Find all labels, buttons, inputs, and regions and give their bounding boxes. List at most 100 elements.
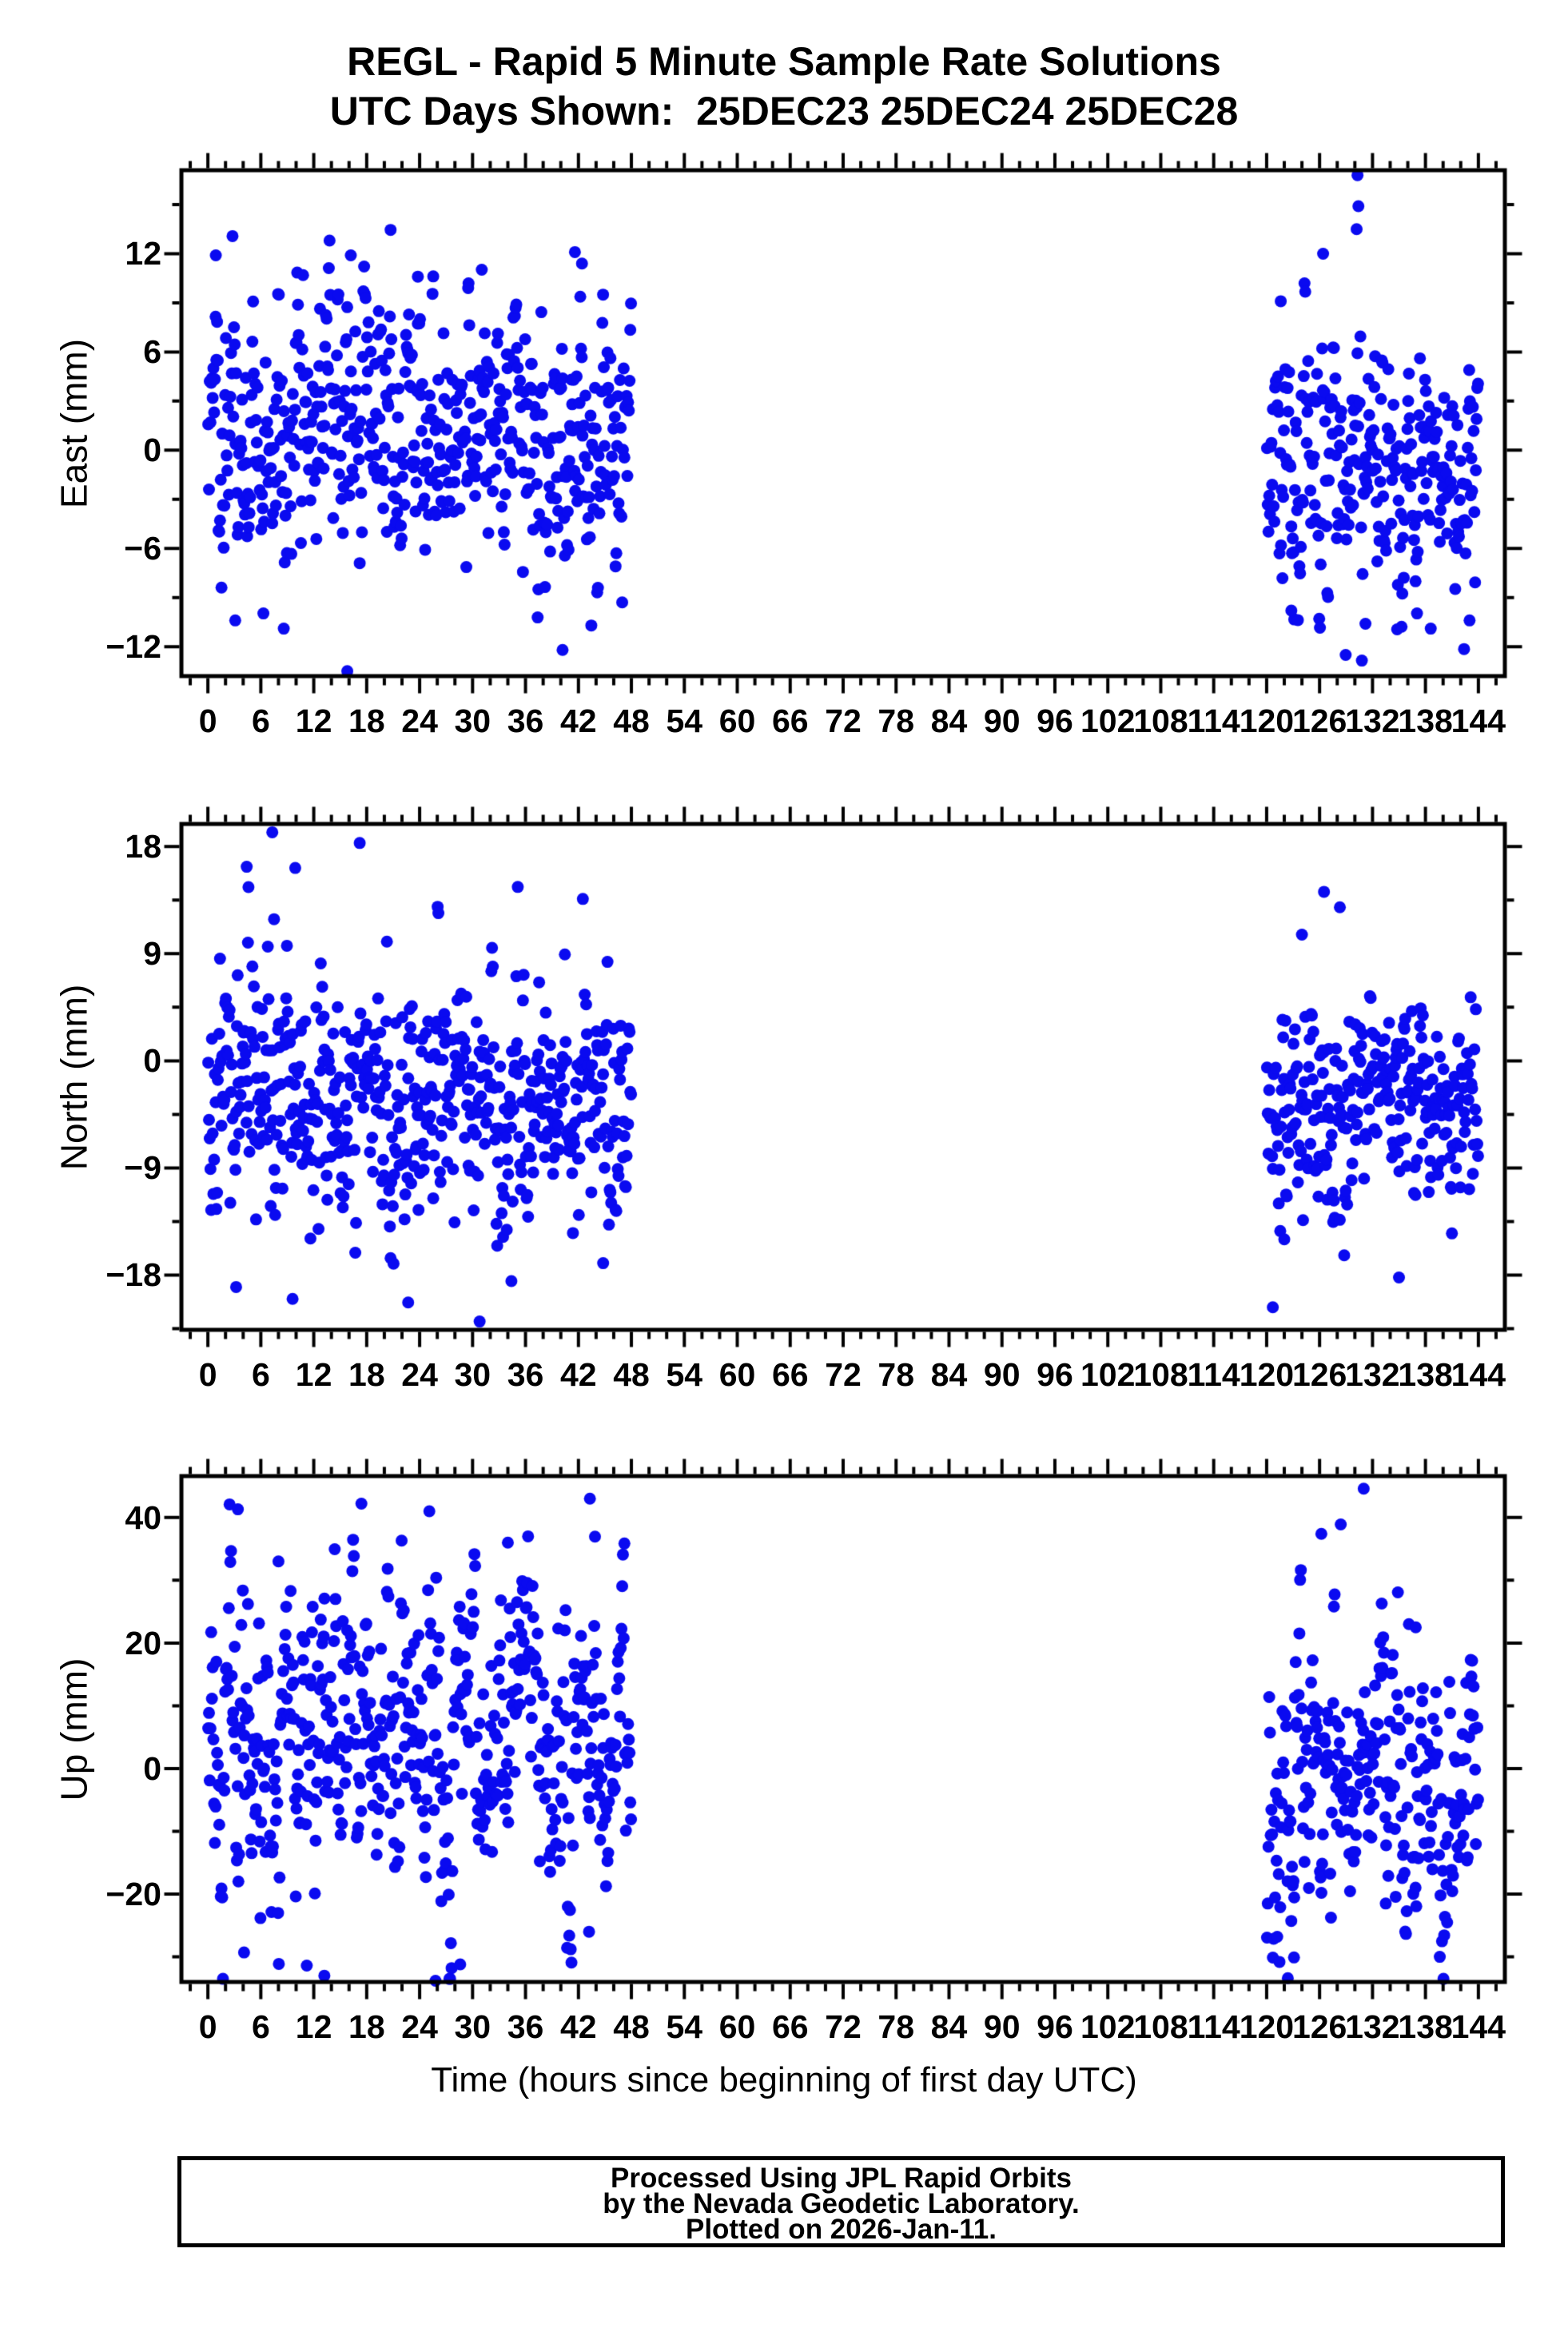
up-x-tick-label: 24 — [401, 2008, 438, 2045]
north-x-tick-label: 96 — [1037, 1356, 1073, 1393]
east-x-tick-label: 114 — [1187, 702, 1240, 739]
north-x-tick-label: 108 — [1133, 1356, 1188, 1393]
up-x-tick-label: 6 — [251, 2008, 270, 2045]
north-y-tick-label: −9 — [124, 1149, 161, 1187]
north-y-tick-label: −18 — [105, 1256, 161, 1294]
east-x-tick-label: 144 — [1451, 702, 1506, 739]
up-x-tick-label: 30 — [454, 2008, 491, 2045]
north-x-tick-label: 6 — [251, 1356, 270, 1393]
up-plot-area — [181, 1476, 1505, 1982]
east-x-tick-label: 120 — [1239, 702, 1295, 739]
up-x-tick-label: 132 — [1345, 2008, 1400, 2045]
north-x-tick-label: 24 — [401, 1356, 438, 1393]
east-x-tick-label: 24 — [401, 702, 438, 739]
up-x-tick-label: 114 — [1187, 2008, 1240, 2045]
up-x-tick-label: 66 — [771, 2008, 809, 2045]
east-x-tick-label: 90 — [983, 702, 1021, 739]
east-y-tick-label: −12 — [105, 628, 161, 666]
up-x-tick-label: 0 — [198, 2008, 217, 2045]
east-y-tick-label: 0 — [143, 432, 161, 469]
east-x-tick-label: 18 — [348, 702, 385, 739]
up-x-tick-label: 60 — [718, 2008, 756, 2045]
up-x-tick-label: 18 — [348, 2008, 385, 2045]
up-x-tick-label: 84 — [930, 2008, 968, 2045]
east-y-tick-label: 6 — [143, 333, 161, 371]
footer-line3: Plotted on 2026-Jan-11. — [685, 2214, 997, 2245]
east-x-tick-label: 78 — [878, 702, 915, 739]
north-x-tick-label: 36 — [507, 1356, 544, 1393]
up-x-tick-label: 54 — [666, 2008, 703, 2045]
east-y-tick-label: 12 — [125, 235, 161, 273]
north-x-tick-label: 30 — [454, 1356, 491, 1393]
east-x-tick-label: 30 — [454, 702, 491, 739]
north-x-tick-label: 138 — [1398, 1356, 1453, 1393]
north-x-tick-label: 0 — [198, 1356, 217, 1393]
up-x-tick-label: 126 — [1291, 2008, 1347, 2045]
north-y-tick-label: 18 — [125, 828, 161, 866]
up-x-tick-label: 120 — [1239, 2008, 1295, 2045]
up-y-tick-label: 20 — [125, 1624, 161, 1661]
up-x-tick-label: 90 — [983, 2008, 1021, 2045]
up-x-tick-label: 102 — [1080, 2008, 1136, 2045]
east-x-tick-label: 12 — [295, 702, 332, 739]
east-x-tick-label: 6 — [251, 702, 270, 739]
east-x-tick-label: 54 — [666, 702, 703, 739]
up-x-tick-label: 144 — [1451, 2008, 1506, 2045]
east-x-tick-label: 126 — [1291, 702, 1347, 739]
up-x-tick-label: 138 — [1398, 2008, 1453, 2045]
north-x-tick-label: 132 — [1345, 1356, 1400, 1393]
up-y-tick-label: 0 — [143, 1749, 161, 1787]
up-x-tick-label: 72 — [825, 2008, 862, 2045]
chart-title-line2: UTC Days Shown: 25DEC23 25DEC24 25DEC28 — [329, 89, 1239, 133]
north-x-tick-label: 66 — [771, 1356, 809, 1393]
north-plot-area — [181, 824, 1505, 1330]
east-y-tick-label: −6 — [124, 530, 161, 567]
north-x-tick-label: 90 — [983, 1356, 1021, 1393]
east-x-tick-label: 48 — [613, 702, 650, 739]
east-x-tick-label: 0 — [198, 702, 217, 739]
up-y-tick-label: −20 — [105, 1876, 161, 1913]
footer-line1: Processed Using JPL Rapid Orbits — [610, 2163, 1073, 2194]
east-x-tick-label: 132 — [1345, 702, 1400, 739]
footer-box: Processed Using JPL Rapid Orbits by the … — [177, 2156, 1505, 2247]
east-x-tick-label: 102 — [1080, 702, 1136, 739]
north-x-tick-label: 114 — [1187, 1356, 1240, 1393]
north-x-tick-label: 60 — [718, 1356, 756, 1393]
north-x-tick-label: 18 — [348, 1356, 385, 1393]
north-x-tick-label: 84 — [930, 1356, 968, 1393]
east-x-tick-label: 138 — [1398, 702, 1453, 739]
up-x-tick-label: 78 — [878, 2008, 915, 2045]
north-x-tick-label: 126 — [1291, 1356, 1347, 1393]
up-x-tick-label: 42 — [559, 2008, 597, 2045]
east-x-tick-label: 66 — [771, 702, 809, 739]
east-x-tick-label: 84 — [930, 702, 968, 739]
north-y-tick-label: 0 — [143, 1042, 161, 1080]
east-x-tick-label: 42 — [559, 702, 597, 739]
east-plot-area — [181, 170, 1505, 676]
east-x-tick-label: 60 — [718, 702, 756, 739]
footer-line2: by the Nevada Geodetic Laboratory. — [603, 2188, 1080, 2219]
north-x-tick-label: 54 — [666, 1356, 703, 1393]
up-x-tick-label: 108 — [1133, 2008, 1188, 2045]
north-x-tick-label: 72 — [825, 1356, 862, 1393]
east-x-tick-label: 36 — [507, 702, 544, 739]
north-x-tick-label: 12 — [295, 1356, 332, 1393]
time-axis-title: Time (hours since beginning of first day… — [431, 2060, 1137, 2099]
north-x-tick-label: 144 — [1451, 1356, 1506, 1393]
east-x-tick-label: 96 — [1037, 702, 1073, 739]
east-x-tick-label: 72 — [825, 702, 862, 739]
up-y-tick-label: 40 — [125, 1498, 161, 1536]
north-x-tick-label: 102 — [1080, 1356, 1136, 1393]
north-x-tick-label: 42 — [559, 1356, 597, 1393]
up-x-tick-label: 12 — [295, 2008, 332, 2045]
chart-title-line1: REGL - Rapid 5 Minute Sample Rate Soluti… — [347, 39, 1221, 84]
north-x-tick-label: 120 — [1239, 1356, 1295, 1393]
up-x-tick-label: 96 — [1037, 2008, 1073, 2045]
east-x-tick-label: 108 — [1133, 702, 1188, 739]
up-x-tick-label: 48 — [613, 2008, 650, 2045]
up-x-tick-label: 36 — [507, 2008, 544, 2045]
north-x-tick-label: 78 — [878, 1356, 915, 1393]
north-y-tick-label: 9 — [143, 935, 161, 973]
north-x-tick-label: 48 — [613, 1356, 650, 1393]
